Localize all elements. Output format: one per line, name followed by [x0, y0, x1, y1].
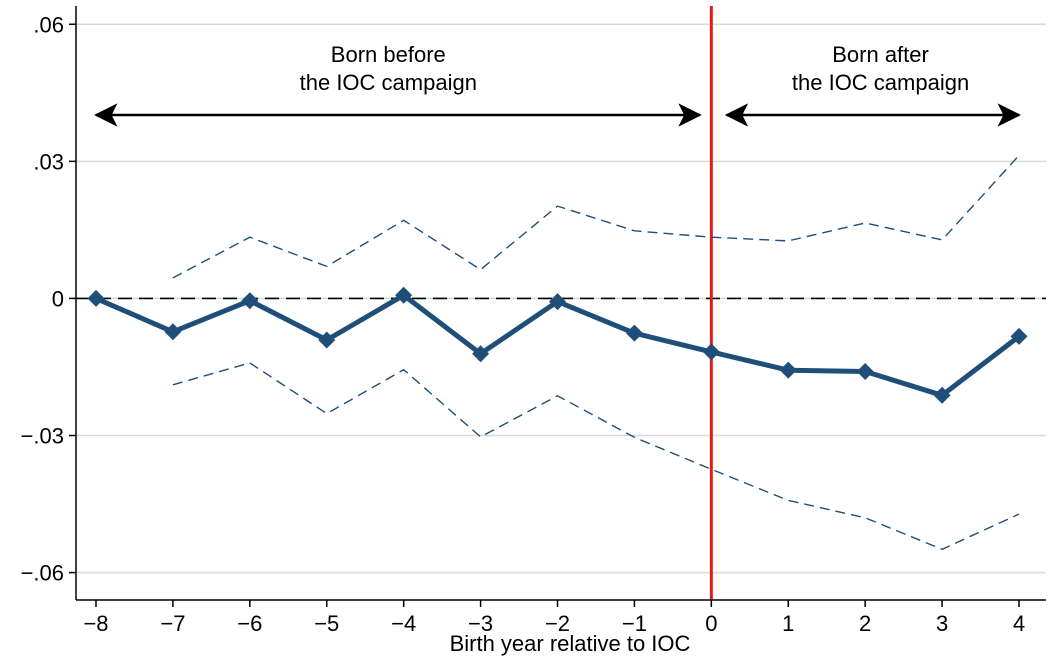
x-tick-label: −6	[237, 611, 262, 636]
estimate-point-marker	[164, 323, 182, 341]
annotations: Born before the IOC campaign Born after the…	[94, 42, 1021, 127]
annotation-text: Born before	[331, 42, 446, 67]
estimate-point-marker	[1010, 327, 1028, 345]
x-tick-label: −1	[622, 611, 647, 636]
y-tick-label: 0	[52, 286, 64, 311]
y-tick-label: .06	[33, 12, 64, 37]
annotation-text: the IOC campaign	[300, 70, 477, 95]
annotation-text: Born after	[832, 42, 929, 67]
x-tick-label: −3	[468, 611, 493, 636]
x-tick-label: −2	[545, 611, 570, 636]
estimate-point-marker	[549, 293, 566, 311]
x-tick-label: 0	[705, 611, 717, 636]
estimate-line	[95, 292, 1021, 398]
estimate-point-marker	[87, 289, 105, 307]
estimate-point-marker	[625, 324, 643, 342]
lower-ci-line	[172, 362, 1020, 551]
x-tick-label: 3	[936, 611, 948, 636]
y-tick-label: −.03	[21, 424, 64, 449]
x-tick-label: −7	[160, 611, 185, 636]
x-tick-label: −8	[83, 611, 108, 636]
estimate-point-marker	[933, 386, 951, 404]
upper-ci-line	[172, 154, 1020, 279]
confidence-bands	[172, 154, 1020, 551]
annotation-text: the IOC campaign	[792, 70, 969, 95]
estimate-point-marker	[241, 292, 259, 310]
x-tick-label: −5	[314, 611, 339, 636]
estimate-point-marker	[472, 345, 490, 363]
estimate-series	[87, 286, 1028, 404]
estimate-point-marker	[702, 343, 720, 361]
x-tick-label: 1	[782, 611, 794, 636]
estimate-point-marker	[395, 286, 413, 304]
y-tick-label: −.06	[21, 561, 64, 586]
x-tick-label: 2	[859, 611, 871, 636]
estimate-point-marker	[856, 363, 874, 381]
x-tick-label: −4	[391, 611, 416, 636]
estimate-point-marker	[318, 331, 336, 349]
axes: −.06 −.03 0 .03 .06 −8 −7 −6 −5 −4 −3 −2 −1 0 1 2 3 4	[21, 6, 1046, 636]
y-tick-label: .03	[33, 149, 64, 174]
x-tick-label: 4	[1013, 611, 1025, 636]
x-axis-title: Birth year relative to IOC	[450, 631, 691, 656]
estimate-point-marker	[779, 361, 797, 379]
